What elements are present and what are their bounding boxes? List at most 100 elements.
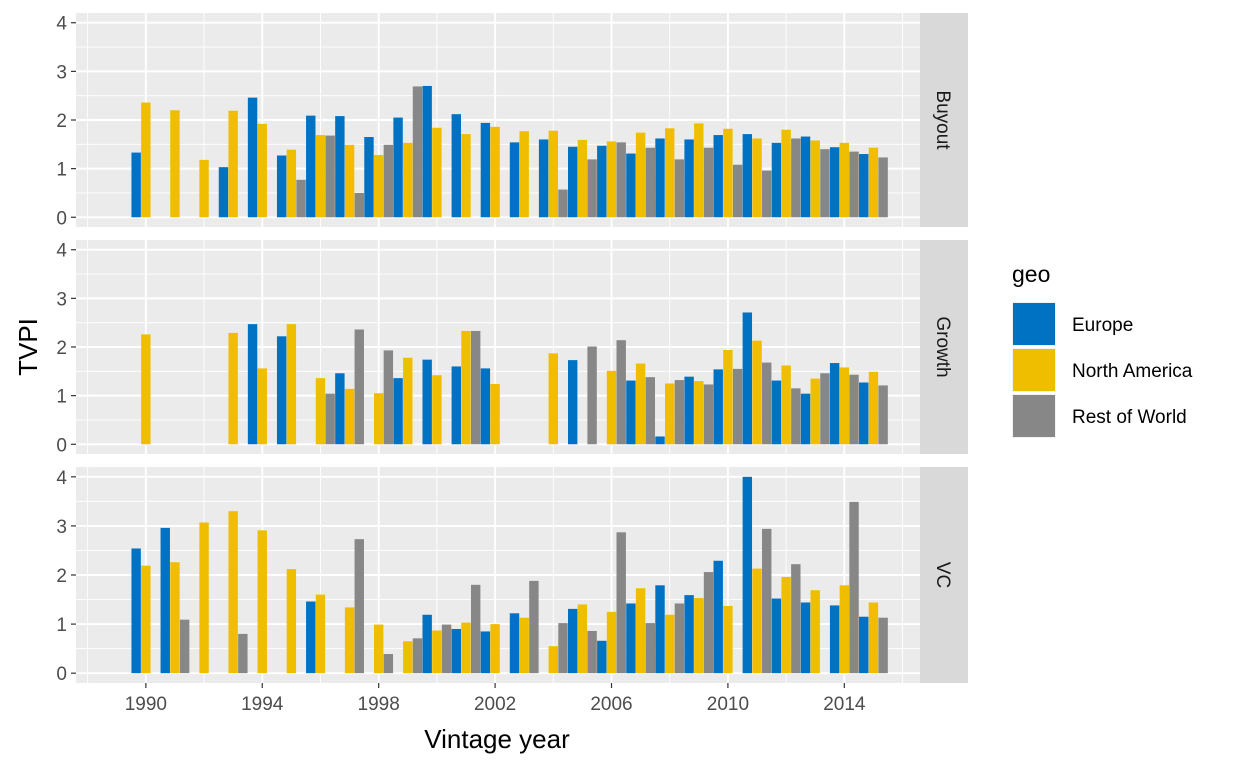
bar-europe-2011 bbox=[742, 134, 753, 218]
bar-rest-of-world-2005 bbox=[587, 630, 597, 674]
x-tick-label: 1998 bbox=[358, 694, 400, 715]
facet-strip bbox=[920, 13, 968, 227]
bar-europe-2009 bbox=[684, 139, 694, 218]
y-tick-label: 3 bbox=[56, 517, 67, 538]
bar-europe-2003 bbox=[509, 613, 520, 674]
bar-north-america-2014 bbox=[839, 367, 850, 445]
bar-rest-of-world-1997 bbox=[354, 192, 364, 218]
bar-europe-2000 bbox=[422, 359, 432, 445]
bar-europe-2011 bbox=[742, 476, 753, 674]
chart-panels: 0 1 2 3 4 Buyout 0 1 2 3 4 Growth 0 1 2 3 4 VC bbox=[56, 13, 968, 685]
bar-north-america-2002 bbox=[490, 624, 500, 674]
bar-north-america-1999 bbox=[403, 142, 413, 218]
legend-swatch-north-america bbox=[1013, 349, 1055, 391]
bar-europe-2015 bbox=[859, 154, 869, 218]
bar-north-america-2015 bbox=[868, 371, 879, 445]
bar-north-america-2011 bbox=[752, 340, 762, 445]
y-tick-label: 1 bbox=[56, 160, 67, 181]
bar-rest-of-world-1996 bbox=[325, 393, 335, 445]
facet-strip bbox=[920, 467, 968, 683]
bar-europe-2009 bbox=[684, 595, 694, 674]
bar-europe-2000 bbox=[422, 614, 432, 674]
bar-north-america-1997 bbox=[344, 388, 355, 445]
y-tick-label: 4 bbox=[56, 468, 67, 489]
bar-north-america-1998 bbox=[373, 155, 384, 218]
bar-rest-of-world-1991 bbox=[179, 619, 190, 674]
bar-europe-2007 bbox=[626, 153, 636, 218]
bar-europe-2008 bbox=[655, 436, 665, 445]
bar-europe-2002 bbox=[480, 122, 491, 218]
legend: geo Europe North America Rest of World bbox=[1012, 261, 1193, 438]
y-tick-label: 1 bbox=[56, 387, 67, 408]
bar-europe-1999 bbox=[393, 378, 403, 445]
bar-rest-of-world-2013 bbox=[820, 373, 830, 445]
bar-rest-of-world-1999 bbox=[412, 638, 423, 674]
bar-europe-2012 bbox=[771, 142, 782, 218]
bar-north-america-2013 bbox=[810, 378, 820, 445]
y-tick-label: 3 bbox=[56, 289, 67, 310]
bar-north-america-2006 bbox=[606, 611, 617, 674]
bar-europe-2010 bbox=[713, 560, 723, 674]
x-tick-label: 1990 bbox=[125, 694, 167, 715]
bar-rest-of-world-1999 bbox=[412, 86, 423, 218]
bar-rest-of-world-2004 bbox=[558, 189, 568, 218]
bar-rest-of-world-1995 bbox=[296, 179, 306, 218]
bar-europe-2006 bbox=[597, 640, 607, 674]
bar-north-america-1990 bbox=[141, 334, 151, 445]
bar-north-america-2008 bbox=[665, 614, 675, 674]
bar-north-america-1999 bbox=[403, 357, 413, 445]
bar-europe-1999 bbox=[393, 117, 403, 218]
bar-europe-1990 bbox=[131, 548, 141, 674]
legend-swatch-europe bbox=[1013, 303, 1055, 345]
y-tick-label: 4 bbox=[56, 241, 67, 262]
bar-europe-2006 bbox=[597, 145, 607, 218]
bar-rest-of-world-2011 bbox=[762, 170, 772, 218]
bar-europe-1990 bbox=[131, 152, 141, 218]
bar-north-america-2010 bbox=[723, 349, 733, 445]
bar-north-america-2013 bbox=[810, 590, 820, 674]
bar-europe-1994 bbox=[247, 97, 258, 218]
bar-europe-2001 bbox=[451, 366, 461, 445]
bar-europe-2009 bbox=[684, 376, 694, 445]
bar-rest-of-world-2008 bbox=[674, 159, 685, 218]
bar-rest-of-world-2010 bbox=[732, 164, 743, 218]
y-tick-label: 2 bbox=[56, 338, 67, 359]
bar-rest-of-world-2003 bbox=[529, 580, 539, 674]
bar-north-america-2007 bbox=[635, 363, 646, 445]
bar-north-america-2015 bbox=[868, 602, 879, 674]
bar-north-america-2015 bbox=[868, 147, 879, 218]
bar-europe-2004 bbox=[538, 139, 549, 218]
bar-rest-of-world-1998 bbox=[383, 654, 394, 674]
bar-europe-1997 bbox=[335, 116, 345, 218]
bar-rest-of-world-2005 bbox=[587, 159, 597, 218]
bar-rest-of-world-2008 bbox=[674, 380, 685, 445]
bar-europe-2013 bbox=[800, 136, 811, 218]
bar-rest-of-world-2006 bbox=[616, 532, 626, 674]
bar-europe-1993 bbox=[218, 167, 229, 218]
bar-north-america-1990 bbox=[141, 102, 151, 218]
bar-north-america-1996 bbox=[315, 378, 326, 445]
bar-europe-2007 bbox=[626, 380, 636, 445]
bar-north-america-2006 bbox=[606, 370, 617, 445]
bar-europe-2007 bbox=[626, 603, 636, 674]
bar-rest-of-world-2015 bbox=[878, 617, 888, 674]
bar-north-america-1996 bbox=[315, 594, 326, 674]
bar-europe-2014 bbox=[829, 605, 840, 674]
bar-europe-2011 bbox=[742, 312, 753, 445]
bar-north-america-2012 bbox=[781, 365, 791, 445]
facet-strip bbox=[920, 240, 968, 454]
bar-rest-of-world-2006 bbox=[616, 142, 626, 218]
bar-north-america-2005 bbox=[577, 604, 588, 674]
legend-label: North America bbox=[1072, 361, 1193, 382]
bar-north-america-2014 bbox=[839, 142, 850, 218]
y-tick-label: 0 bbox=[56, 664, 67, 685]
bar-north-america-1993 bbox=[228, 511, 238, 674]
bar-rest-of-world-2013 bbox=[820, 149, 830, 218]
bar-north-america-1991 bbox=[170, 110, 180, 218]
bar-north-america-2000 bbox=[432, 630, 442, 674]
bar-europe-2008 bbox=[655, 138, 665, 218]
bar-rest-of-world-2012 bbox=[791, 564, 801, 674]
x-axis-title: Vintage year bbox=[424, 724, 570, 754]
y-tick-label: 1 bbox=[56, 615, 67, 636]
legend-label: Europe bbox=[1072, 315, 1133, 336]
